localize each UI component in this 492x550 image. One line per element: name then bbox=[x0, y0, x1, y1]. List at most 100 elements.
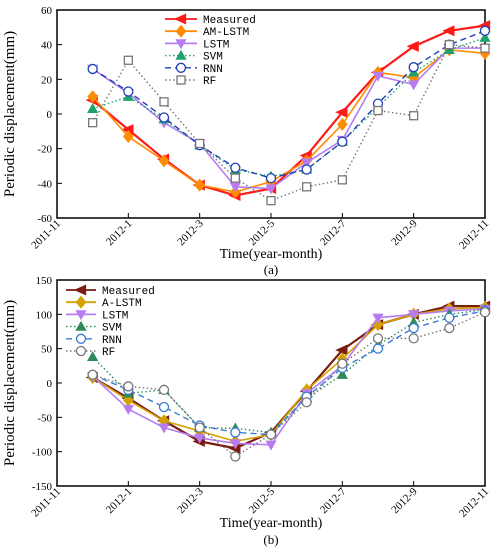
chart-b-ytick-label: 50 bbox=[41, 344, 53, 356]
chart-a-point-measured bbox=[406, 40, 419, 52]
chart-b-ytick-label: -50 bbox=[37, 412, 52, 424]
chart-a-point-rnn bbox=[408, 62, 419, 73]
chart-a-point-rnn bbox=[337, 136, 348, 147]
chart-a-caption: (a) bbox=[264, 262, 278, 277]
chart-a-point-lstm bbox=[372, 71, 384, 82]
chart-a-point-am-lstm bbox=[194, 178, 206, 192]
chart-a-line-am-lstm bbox=[92, 49, 486, 193]
chart-b-point-rf bbox=[337, 358, 348, 369]
chart-b-line-rf bbox=[92, 311, 486, 458]
chart-b-point-svm bbox=[87, 351, 99, 362]
chart-b-point-rf bbox=[444, 322, 455, 334]
chart-a-legend-label: Measured bbox=[203, 15, 256, 27]
chart-a-point-rnn bbox=[301, 164, 312, 175]
chart-a-ytick-label: 0 bbox=[47, 109, 53, 121]
chart-b-legend-marker bbox=[75, 295, 87, 309]
chart-a-ytick-label: -60 bbox=[37, 213, 52, 225]
chart-a-point-rf bbox=[266, 196, 276, 206]
chart-a-legend-label: LSTM bbox=[203, 39, 229, 51]
chart-a-point-am-lstm bbox=[336, 117, 348, 131]
chart-b-legend-marker bbox=[75, 320, 87, 331]
chart-a-legend-label: RNN bbox=[203, 64, 223, 76]
chart-a-point-rf bbox=[159, 97, 169, 107]
chart-b-point-svm bbox=[336, 368, 348, 379]
chart-a-point-lstm bbox=[408, 80, 420, 91]
chart-a-legend-label: RF bbox=[203, 76, 216, 88]
chart-b-point-rnn bbox=[158, 401, 170, 413]
chart-a-point-rf bbox=[230, 173, 240, 183]
chart-b-legend-label: SVM bbox=[102, 323, 122, 335]
chart-b-point-rf bbox=[372, 333, 384, 344]
chart-a-point-lstm bbox=[229, 182, 241, 193]
chart-a-point-rnn bbox=[265, 172, 277, 184]
chart-a-point-rf bbox=[195, 138, 205, 149]
chart-a-point-rnn bbox=[158, 112, 170, 123]
chart-a-ytick-label: -40 bbox=[37, 178, 52, 190]
chart-b-legend-marker bbox=[75, 345, 87, 357]
chart-a-point-am-lstm bbox=[122, 130, 134, 144]
chart-a-point-svm bbox=[479, 31, 491, 42]
chart-b-legend-label: A-LSTM bbox=[102, 298, 142, 310]
chart-b-legend-marker bbox=[75, 310, 87, 321]
chart-b-point-rf bbox=[123, 381, 134, 392]
chart-b-point-rf bbox=[301, 397, 312, 408]
chart-a-line-rnn bbox=[92, 30, 486, 179]
chart-b-point-lstm bbox=[265, 440, 277, 451]
chart-b-point-lstm bbox=[372, 313, 384, 324]
chart-b-line-rnn bbox=[92, 310, 486, 436]
chart-a-point-rf bbox=[302, 182, 312, 192]
chart-b-point-rnn bbox=[408, 322, 419, 334]
chart-b-series-rf bbox=[87, 307, 491, 462]
chart-a-ytick-label: 40 bbox=[41, 40, 53, 52]
chart-a-line-rf bbox=[92, 43, 486, 202]
chart-a-legend-label: AM-LSTM bbox=[203, 27, 249, 39]
chart-a-point-rnn bbox=[230, 162, 241, 173]
chart-b-legend-label: LSTM bbox=[102, 310, 128, 322]
chart-a-ylabel: Periodic displacement(mm) bbox=[2, 31, 18, 197]
chart-b-point-lstm bbox=[229, 439, 241, 450]
chart-a-series-rf bbox=[88, 40, 490, 206]
chart-a-point-rf bbox=[444, 40, 454, 50]
chart-b-point-rf bbox=[265, 429, 277, 440]
chart-b-point-lstm bbox=[122, 404, 134, 415]
chart-b-legend-marker bbox=[75, 333, 87, 344]
chart-a-legend-marker bbox=[175, 24, 187, 38]
chart-a-point-lstm bbox=[301, 158, 313, 169]
chart-b-point-rnn bbox=[372, 343, 384, 354]
chart-a-legend-marker bbox=[175, 62, 187, 73]
chart-b-legend-label: Measured bbox=[102, 286, 155, 298]
chart-b-point-rf bbox=[87, 369, 98, 380]
chart-b-caption: (b) bbox=[263, 532, 278, 547]
chart-a-point-rf bbox=[88, 118, 98, 128]
chart-a-legend-marker bbox=[175, 39, 187, 50]
chart-b-point-lstm bbox=[158, 423, 170, 434]
chart-b-point-rf bbox=[158, 384, 170, 396]
chart-b-point-rnn bbox=[230, 427, 241, 438]
chart-b-point-lstm bbox=[408, 310, 420, 321]
chart-b-point-lstm bbox=[194, 433, 206, 444]
chart-a-legend-label: SVM bbox=[203, 52, 223, 64]
chart-a-point-rf bbox=[409, 111, 419, 121]
chart-b-point-rf bbox=[194, 422, 205, 433]
chart-a-legend-marker bbox=[176, 75, 186, 85]
chart-b-point-rf bbox=[230, 451, 241, 462]
chart-b-legend-label: RNN bbox=[102, 335, 122, 347]
chart-a-point-lstm bbox=[265, 184, 277, 195]
chart-b-ylabel: Periodic displacement(mm) bbox=[2, 300, 18, 466]
chart-b-ytick-label: 100 bbox=[36, 309, 53, 321]
chart-b-ytick-label: -100 bbox=[32, 447, 53, 459]
chart-a-ytick-label: 20 bbox=[41, 74, 53, 86]
chart-b-point-rf bbox=[408, 333, 419, 344]
chart-a-point-rnn bbox=[479, 25, 491, 36]
chart-a-point-rf bbox=[337, 175, 347, 185]
chart-a-legend-marker bbox=[175, 49, 187, 60]
chart-b-xlabel: Time(year-month) bbox=[220, 516, 323, 531]
chart-a-line-svm bbox=[92, 37, 486, 178]
chart-a-xlabel: Time(year-month) bbox=[220, 247, 323, 262]
chart-a-point-rnn bbox=[87, 63, 98, 75]
chart-b-point-rnn bbox=[444, 312, 455, 323]
chart-b-line-svm bbox=[92, 308, 486, 434]
chart-a-legend-marker bbox=[173, 13, 187, 25]
